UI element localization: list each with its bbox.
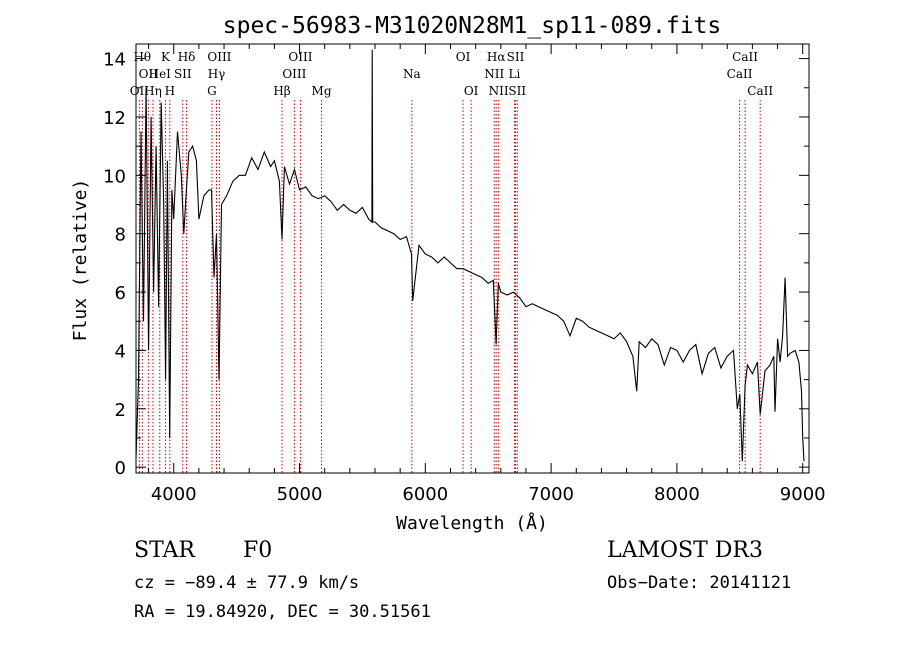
line-marker-label: OII: [130, 84, 150, 98]
line-marker-label: H: [165, 84, 175, 98]
line-marker-label: NII: [484, 67, 504, 81]
emission-line-labels: OIIHθOIIHηHeIKHSIIHδGHγOIIIHβOIIIOIIIMgN…: [130, 50, 774, 98]
line-marker-label: OII: [139, 67, 159, 81]
line-marker-label: Hα: [487, 50, 506, 64]
line-marker-label: OIII: [282, 67, 306, 81]
line-marker-label: OI: [464, 84, 479, 98]
line-marker-label: CaII: [747, 84, 773, 98]
y-tick-label: 10: [103, 166, 126, 187]
object-class: STAR: [134, 538, 195, 563]
line-marker-label: CaII: [732, 50, 758, 64]
y-axis-label: Flux (relative): [70, 179, 91, 342]
y-tick-label: 8: [115, 225, 126, 246]
line-marker-label: Hη: [144, 84, 162, 98]
line-marker-label: Hδ: [178, 50, 196, 64]
spectrum-line: [135, 49, 805, 462]
chart-title: spec-56983-M31020N28M1_sp11-089.fits: [223, 13, 722, 39]
x-tick-label: 6000: [402, 484, 448, 505]
line-marker-label: OI: [456, 50, 471, 64]
x-tick-label: 9000: [780, 484, 826, 505]
survey-name: LAMOST DR3: [607, 538, 763, 563]
object-subclass: F0: [243, 538, 273, 563]
line-marker-label: Mg: [312, 84, 332, 98]
line-marker-label: NII: [489, 84, 509, 98]
line-marker-label: Li: [508, 67, 520, 81]
y-tick-label: 4: [115, 341, 126, 362]
redshift-cz: cz = −89.4 ± 77.9 km/s: [134, 573, 360, 593]
emission-line-markers: [138, 100, 761, 473]
line-marker-label: SII: [508, 84, 526, 98]
line-marker-label: G: [207, 84, 217, 98]
line-marker-label: Na: [403, 67, 421, 81]
y-tick-label: 2: [115, 400, 126, 421]
ra-dec: RA = 19.84920, DEC = 30.51561: [134, 602, 431, 622]
line-marker-label: Hγ: [208, 67, 226, 81]
y-axis-ticks: 0 2 4 6 8 10 12 14: [103, 50, 809, 479]
plot-frame: [135, 43, 810, 474]
y-tick-label: 6: [115, 283, 126, 304]
line-marker-label: HeI: [149, 67, 172, 81]
y-tick-label: 12: [103, 108, 126, 129]
obs-date: Obs−Date: 20141121: [607, 573, 792, 593]
x-tick-label: 7000: [528, 484, 574, 505]
y-tick-label: 0: [115, 458, 126, 479]
line-marker-label: SII: [174, 67, 192, 81]
x-axis-ticks: 4000 5000 6000 7000 8000 9000: [148, 44, 826, 505]
line-marker-label: Hβ: [273, 84, 290, 98]
line-marker-label: SII: [507, 50, 525, 64]
x-tick-label: 5000: [277, 484, 323, 505]
line-marker-label: K: [161, 50, 171, 64]
x-tick-label: 8000: [654, 484, 700, 505]
line-marker-label: OIII: [288, 50, 312, 64]
y-tick-label: 14: [103, 50, 126, 71]
line-marker-label: OIII: [207, 50, 231, 64]
x-axis-label: Wavelength (Å): [396, 512, 548, 534]
x-tick-label: 4000: [151, 484, 197, 505]
line-marker-label: Hθ: [133, 50, 151, 64]
line-marker-label: CaII: [727, 67, 753, 81]
